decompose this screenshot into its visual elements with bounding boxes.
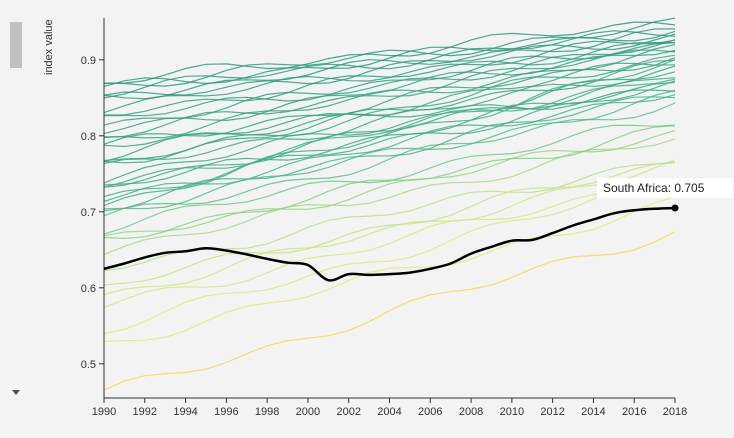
highlight-series-line — [103, 206, 676, 282]
background-series-line — [103, 96, 676, 212]
background-series-line — [103, 39, 676, 126]
background-series-line — [103, 54, 676, 162]
x-tick-label: 2018 — [663, 406, 687, 418]
x-tick-label: 2000 — [296, 406, 320, 418]
x-tick-label: 1992 — [133, 406, 157, 418]
tooltip-box — [597, 178, 733, 198]
background-series-line — [103, 89, 676, 210]
background-series-line — [103, 39, 676, 114]
tooltip-label: South Africa: 0.705 — [603, 181, 705, 195]
background-series-line — [103, 125, 676, 240]
scroll-thumb[interactable] — [10, 22, 22, 68]
background-series-line — [103, 30, 676, 99]
x-tick-label: 2012 — [540, 406, 564, 418]
background-series-line — [103, 59, 676, 207]
x-tick-label: 2014 — [581, 406, 605, 418]
y-axis-title: index value — [43, 19, 55, 75]
scroll-down-arrow-icon[interactable] — [12, 390, 20, 395]
x-tick-label: 2010 — [500, 406, 524, 418]
background-series-line — [103, 184, 676, 335]
background-series-line — [103, 77, 676, 188]
background-series-line — [103, 21, 676, 84]
highlight-end-point — [671, 204, 679, 212]
y-tick-label: 0.6 — [81, 283, 96, 295]
background-series-line — [103, 89, 676, 148]
background-series-line — [103, 231, 676, 391]
scrollbar[interactable] — [0, 0, 22, 438]
y-tick-label: 0.9 — [81, 55, 96, 67]
highlight-series-group — [103, 204, 679, 282]
x-tick-label: 1998 — [255, 406, 279, 418]
background-series-line — [103, 159, 676, 296]
x-tick-label: 2008 — [459, 406, 483, 418]
background-series-line — [103, 62, 676, 163]
background-series-line — [103, 196, 676, 343]
x-tick-label: 2016 — [622, 406, 646, 418]
y-tick-label: 0.5 — [81, 359, 96, 371]
x-tick-label: 1996 — [214, 406, 238, 418]
background-series-line — [103, 49, 676, 135]
background-series-line — [103, 124, 676, 235]
background-series-line — [103, 78, 676, 188]
background-series-line — [103, 17, 676, 87]
y-tick-label: 0.8 — [81, 131, 96, 143]
x-tick-label: 2004 — [377, 406, 401, 418]
background-series-line — [103, 49, 676, 139]
background-series-line — [103, 28, 676, 100]
y-tick-label: 0.7 — [81, 207, 96, 219]
background-series-line — [103, 129, 676, 237]
background-series-line — [103, 162, 676, 286]
background-series-line — [103, 181, 676, 308]
x-tick-label: 2002 — [336, 406, 360, 418]
background-series-line — [103, 42, 676, 117]
background-series-line — [103, 80, 676, 198]
background-series-line — [103, 33, 676, 96]
tooltip: South Africa: 0.705 — [597, 178, 733, 198]
background-series-line — [103, 102, 676, 217]
x-tick-label: 2006 — [418, 406, 442, 418]
x-tick-label: 1990 — [92, 406, 116, 418]
x-tick-label: 1994 — [173, 406, 197, 418]
background-series-group — [103, 17, 676, 391]
background-series-line — [103, 42, 675, 116]
background-series-line — [103, 161, 676, 272]
axes-group: 0.5 0.6 0.7 0.8 0.9 1990 1992 1994 1996 1998 2000 2… — [81, 18, 687, 418]
